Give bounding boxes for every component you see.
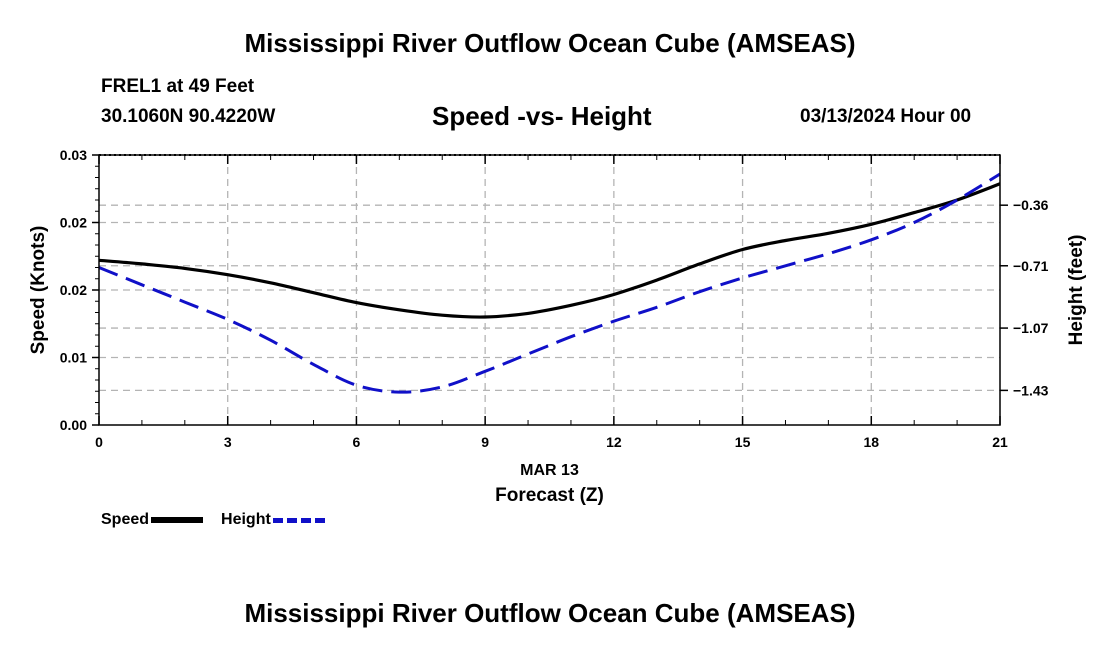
- footer-title: Mississippi River Outflow Ocean Cube (AM…: [244, 598, 856, 628]
- legend-height-label: Height: [221, 511, 271, 528]
- axis-labels: 0 3 6 9 12 15 18 21 0.00 0.01 0.02 0.02 0.03 −1.43 −1.…: [28, 147, 1087, 506]
- x-tick-label: 6: [353, 434, 361, 450]
- grid-lines: [99, 155, 1000, 425]
- series-line-speed: [98, 182, 1001, 319]
- forecast-datetime: 03/13/2024 Hour 00: [800, 106, 972, 127]
- station-coordinates: 30.1060N 90.4220W: [101, 106, 276, 127]
- x-tick-label: 0: [95, 434, 103, 450]
- series-lines: [98, 172, 1001, 394]
- axis-ticks: [92, 154, 1008, 426]
- y-left-tick-label: 0.02: [60, 282, 87, 298]
- legend-speed-swatch: [151, 517, 204, 523]
- legend: Speed Height: [101, 508, 343, 532]
- y-left-tick-label: 0.02: [60, 215, 87, 231]
- x-tick-label: 21: [992, 434, 1008, 450]
- station-label: FREL1 at 49 Feet: [101, 76, 255, 97]
- y-axis-label: Speed (Knots): [28, 226, 49, 355]
- x-axis-label: Forecast (Z): [495, 485, 604, 506]
- y-left-tick-label: 0.00: [60, 417, 87, 433]
- legend-height-swatch: [272, 517, 325, 523]
- y-left-tick-label: 0.03: [60, 147, 87, 163]
- x-tick-label: 3: [224, 434, 232, 450]
- x-tick-label: 18: [863, 434, 879, 450]
- x-tick-label: 15: [735, 434, 751, 450]
- x-tick-label: 12: [606, 434, 622, 450]
- x-axis-sublabel: MAR 13: [520, 462, 579, 479]
- y2-axis-label: Height (feet): [1066, 235, 1087, 346]
- page-title: Mississippi River Outflow Ocean Cube (AM…: [244, 28, 856, 58]
- y-right-tick-label: −1.43: [1013, 382, 1049, 398]
- x-tick-label: 9: [481, 434, 489, 450]
- y-left-tick-label: 0.01: [60, 350, 87, 366]
- chart-title: Speed -vs- Height: [432, 101, 652, 131]
- series-line-height: [98, 172, 1001, 394]
- y-right-tick-label: −1.07: [1013, 320, 1049, 336]
- y-right-tick-label: −0.36: [1013, 197, 1049, 213]
- legend-speed-label: Speed: [101, 511, 150, 528]
- y-right-tick-label: −0.71: [1013, 258, 1049, 274]
